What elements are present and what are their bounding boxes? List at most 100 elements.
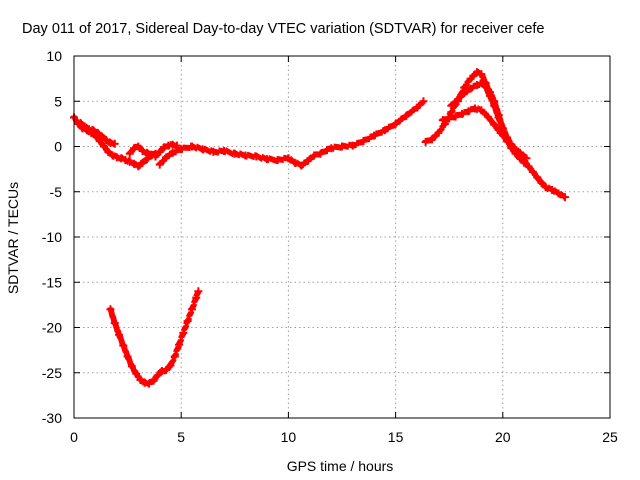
data-point — [522, 154, 531, 163]
data-point — [477, 70, 486, 79]
data-point — [490, 120, 499, 129]
data-point — [327, 144, 336, 153]
x-tick-label: 25 — [602, 429, 618, 445]
axis-ticks: 0 5 10 15 20 25 -30 -25 -20 -15 -10 -5 0 5 10 — [42, 48, 618, 445]
data-point — [509, 143, 518, 152]
data-point — [338, 142, 346, 151]
data-point — [192, 293, 201, 302]
data-point — [464, 107, 473, 116]
data-point — [554, 189, 563, 198]
x-axis-label: GPS time / hours — [287, 458, 394, 474]
data-point — [130, 159, 139, 168]
data-point — [162, 153, 171, 162]
data-point — [520, 158, 529, 167]
data-point — [142, 148, 151, 157]
y-axis-label: SDTVAR / TECUs — [5, 182, 21, 294]
data-point — [160, 143, 169, 152]
data-point — [303, 156, 312, 165]
data-point — [187, 305, 196, 314]
data-point — [419, 97, 428, 106]
data-point — [453, 95, 462, 104]
data-point — [262, 155, 271, 164]
data-point — [177, 145, 186, 154]
data-point — [490, 101, 499, 110]
data-point — [380, 126, 389, 135]
data-point — [155, 160, 164, 169]
data-point — [421, 137, 430, 146]
data-point — [108, 151, 117, 160]
data-point — [102, 136, 111, 145]
data-point — [485, 91, 494, 100]
data-point — [273, 156, 282, 165]
data-point — [533, 173, 542, 182]
data-point — [93, 128, 102, 137]
data-point — [481, 82, 490, 91]
data-point — [198, 145, 207, 154]
x-tick-label: 15 — [388, 429, 404, 445]
data-point — [447, 101, 456, 110]
series-line — [422, 68, 568, 201]
data-point — [121, 156, 130, 165]
data-point — [494, 113, 503, 122]
y-tick-label: -5 — [50, 184, 63, 200]
data-point — [155, 147, 164, 156]
data-point — [110, 318, 119, 327]
data-point — [537, 178, 546, 187]
data-point — [145, 379, 154, 388]
data-point — [153, 371, 162, 380]
data-point — [130, 144, 139, 153]
data-point — [359, 137, 368, 146]
y-tick-label: 0 — [54, 139, 62, 155]
data-point — [391, 119, 400, 128]
data-point — [209, 147, 218, 156]
data-point — [187, 142, 196, 151]
data-point — [310, 151, 319, 160]
data-point — [241, 151, 250, 160]
series-track-e — [106, 287, 203, 388]
data-point — [541, 183, 550, 192]
data-point — [483, 112, 492, 121]
y-tick-label: -30 — [42, 410, 62, 426]
data-point — [89, 126, 98, 135]
data-point — [194, 287, 203, 296]
y-tick-label: 10 — [46, 48, 62, 64]
data-point — [451, 112, 460, 121]
data-point — [127, 362, 136, 371]
data-point — [445, 114, 454, 123]
data-point — [123, 352, 132, 361]
data-point — [125, 149, 134, 158]
data-point — [470, 104, 479, 113]
series-track-f — [421, 68, 569, 202]
data-point — [106, 305, 115, 314]
data-point — [548, 185, 557, 194]
data-point — [97, 132, 106, 141]
series-track-c — [125, 140, 181, 161]
data-point — [434, 128, 443, 137]
data-point — [496, 128, 505, 137]
data-point — [151, 152, 160, 161]
data-point — [252, 152, 261, 161]
data-point — [166, 361, 175, 370]
data-point — [183, 317, 192, 326]
data-point — [138, 147, 147, 156]
data-point — [515, 148, 524, 157]
data-point — [466, 74, 475, 83]
data-point — [175, 340, 184, 349]
data-point — [125, 157, 134, 166]
data-point — [524, 162, 533, 171]
data-point — [284, 154, 293, 163]
series-track-b — [76, 118, 119, 148]
data-point — [119, 341, 128, 350]
series-track-d — [155, 97, 428, 170]
data-point — [134, 162, 143, 171]
data-point — [230, 149, 239, 158]
data-point — [110, 139, 119, 148]
y-tick-label: -10 — [42, 229, 62, 245]
data-point — [80, 122, 89, 131]
y-tick-label: -20 — [42, 320, 62, 336]
data-point — [460, 89, 469, 98]
data-point — [316, 149, 325, 158]
data-point — [100, 142, 109, 151]
data-point — [138, 158, 147, 167]
data-point — [162, 366, 171, 375]
